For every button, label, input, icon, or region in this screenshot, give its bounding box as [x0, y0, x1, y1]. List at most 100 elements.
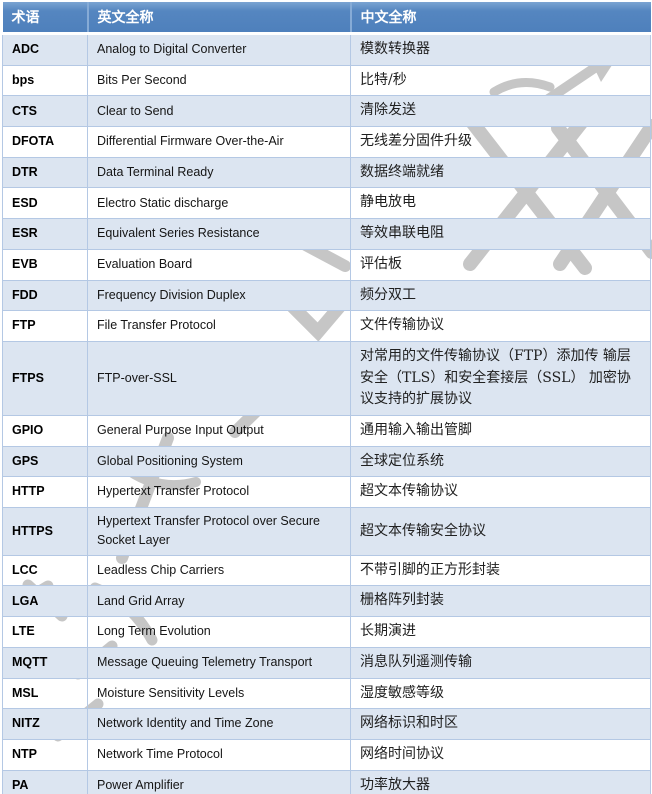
table-row: EVB Evaluation Board 评估板 — [2, 249, 651, 281]
table-row: MQTT Message Queuing Telemetry Transport… — [2, 647, 651, 679]
english-cell: Evaluation Board — [87, 249, 351, 281]
term-cell: bps — [2, 65, 88, 97]
term-cell: LGA — [2, 585, 88, 618]
header-english: 英文全称 — [86, 2, 351, 35]
table-row: MSL Moisture Sensitivity Levels 湿度敏感等级 — [2, 678, 651, 710]
chinese-cell: 等效串联电阻 — [350, 218, 651, 250]
english-cell: File Transfer Protocol — [87, 310, 351, 342]
english-cell: Hypertext Transfer Protocol — [87, 476, 351, 508]
term-cell: FTPS — [2, 341, 88, 416]
english-cell: Data Terminal Ready — [87, 157, 351, 189]
term-cell: ESD — [2, 187, 88, 220]
term-cell: FTP — [2, 310, 88, 342]
table-row: LCC Leadless Chip Carriers 不带引脚的正方形封装 — [2, 555, 651, 587]
english-cell: Frequency Division Duplex — [87, 280, 351, 312]
chinese-cell: 功率放大器 — [350, 770, 651, 794]
term-cell: DTR — [2, 157, 88, 189]
english-cell: Equivalent Series Resistance — [87, 218, 351, 250]
english-cell: General Purpose Input Output — [87, 415, 351, 447]
term-cell: EVB — [2, 249, 88, 281]
english-cell: Land Grid Array — [87, 585, 351, 618]
term-cell: CTS — [2, 95, 88, 128]
table-row: DFOTA Differential Firmware Over-the-Air… — [2, 126, 651, 158]
term-cell: FDD — [2, 280, 88, 312]
english-cell: Electro Static discharge — [87, 187, 351, 220]
english-cell: Global Positioning System — [87, 446, 351, 478]
term-cell: NTP — [2, 739, 88, 771]
term-cell: LCC — [2, 555, 88, 587]
header-chinese: 中文全称 — [349, 2, 651, 35]
english-cell: Differential Firmware Over-the-Air — [87, 126, 351, 158]
term-cell: ESR — [2, 218, 88, 250]
english-cell: Network Time Protocol — [87, 739, 351, 771]
chinese-cell: 评估板 — [350, 249, 651, 281]
chinese-cell: 对常用的文件传输协议（FTP）添加传 输层安全（TLS）和安全套接层（SSL） … — [350, 341, 651, 416]
table-row: NITZ Network Identity and Time Zone 网络标识… — [2, 708, 651, 740]
english-cell: Moisture Sensitivity Levels — [87, 678, 351, 710]
chinese-cell: 频分双工 — [350, 280, 651, 312]
english-cell: Network Identity and Time Zone — [87, 708, 351, 740]
table-row: PA Power Amplifier 功率放大器 — [2, 770, 651, 794]
table-row: ESR Equivalent Series Resistance 等效串联电阻 — [2, 218, 651, 250]
chinese-cell: 网络标识和时区 — [350, 708, 651, 740]
header-term: 术语 — [2, 2, 88, 35]
chinese-cell: 湿度敏感等级 — [350, 678, 651, 710]
english-cell: Long Term Evolution — [87, 616, 351, 648]
english-cell: Message Queuing Telemetry Transport — [87, 647, 351, 679]
table-row: CTS Clear to Send 清除发送 — [2, 95, 651, 128]
chinese-cell: 静电放电 — [350, 187, 651, 220]
term-cell: MSL — [2, 678, 88, 710]
term-cell: DFOTA — [2, 126, 88, 158]
term-cell: MQTT — [2, 647, 88, 679]
chinese-cell: 消息队列遥测传输 — [350, 647, 651, 679]
english-cell: Leadless Chip Carriers — [87, 555, 351, 587]
chinese-cell: 栅格阵列封装 — [350, 585, 651, 618]
table-body: ADC Analog to Digital Converter 模数转换器 bp… — [2, 33, 651, 794]
english-cell: Analog to Digital Converter — [87, 33, 351, 66]
table-header: 术语 英文全称 中文全称 — [2, 2, 651, 35]
table-row: HTTPS Hypertext Transfer Protocol over S… — [2, 507, 651, 556]
table-row: NTP Network Time Protocol 网络时间协议 — [2, 739, 651, 771]
term-cell: PA — [2, 770, 88, 794]
chinese-cell: 比特/秒 — [350, 65, 651, 97]
chinese-cell: 清除发送 — [350, 95, 651, 128]
table-row: LGA Land Grid Array 栅格阵列封装 — [2, 585, 651, 618]
term-cell: NITZ — [2, 708, 88, 740]
table-row: bps Bits Per Second 比特/秒 — [2, 65, 651, 97]
english-cell: FTP-over-SSL — [87, 341, 351, 416]
table-row: DTR Data Terminal Ready 数据终端就绪 — [2, 157, 651, 189]
english-cell: Power Amplifier — [87, 770, 351, 794]
table-row: HTTP Hypertext Transfer Protocol 超文本传输协议 — [2, 476, 651, 508]
chinese-cell: 超文本传输安全协议 — [350, 507, 651, 556]
table-row: FTP File Transfer Protocol 文件传输协议 — [2, 310, 651, 342]
table-row: GPIO General Purpose Input Output 通用输入输出… — [2, 415, 651, 447]
term-cell: HTTPS — [2, 507, 88, 556]
header-row: 术语 英文全称 中文全称 — [2, 2, 651, 35]
table-row: FDD Frequency Division Duplex 频分双工 — [2, 280, 651, 312]
term-cell: GPIO — [2, 415, 88, 447]
table-row: FTPS FTP-over-SSL 对常用的文件传输协议（FTP）添加传 输层安… — [2, 341, 651, 416]
chinese-cell: 数据终端就绪 — [350, 157, 651, 189]
chinese-cell: 不带引脚的正方形封装 — [350, 555, 651, 587]
table-row: ADC Analog to Digital Converter 模数转换器 — [2, 33, 651, 66]
table-row: LTE Long Term Evolution 长期演进 — [2, 616, 651, 648]
term-cell: ADC — [2, 33, 88, 66]
chinese-cell: 全球定位系统 — [350, 446, 651, 478]
term-cell: LTE — [2, 616, 88, 648]
chinese-cell: 长期演进 — [350, 616, 651, 648]
table-row: GPS Global Positioning System 全球定位系统 — [2, 446, 651, 478]
chinese-cell: 超文本传输协议 — [350, 476, 651, 508]
chinese-cell: 通用输入输出管脚 — [350, 415, 651, 447]
chinese-cell: 无线差分固件升级 — [350, 126, 651, 158]
english-cell: Bits Per Second — [87, 65, 351, 97]
term-cell: GPS — [2, 446, 88, 478]
english-cell: Hypertext Transfer Protocol over Secure … — [87, 507, 351, 556]
term-cell: HTTP — [2, 476, 88, 508]
table-row: ESD Electro Static discharge 静电放电 — [2, 187, 651, 220]
english-cell: Clear to Send — [87, 95, 351, 128]
chinese-cell: 文件传输协议 — [350, 310, 651, 342]
chinese-cell: 模数转换器 — [350, 33, 651, 66]
chinese-cell: 网络时间协议 — [350, 739, 651, 771]
